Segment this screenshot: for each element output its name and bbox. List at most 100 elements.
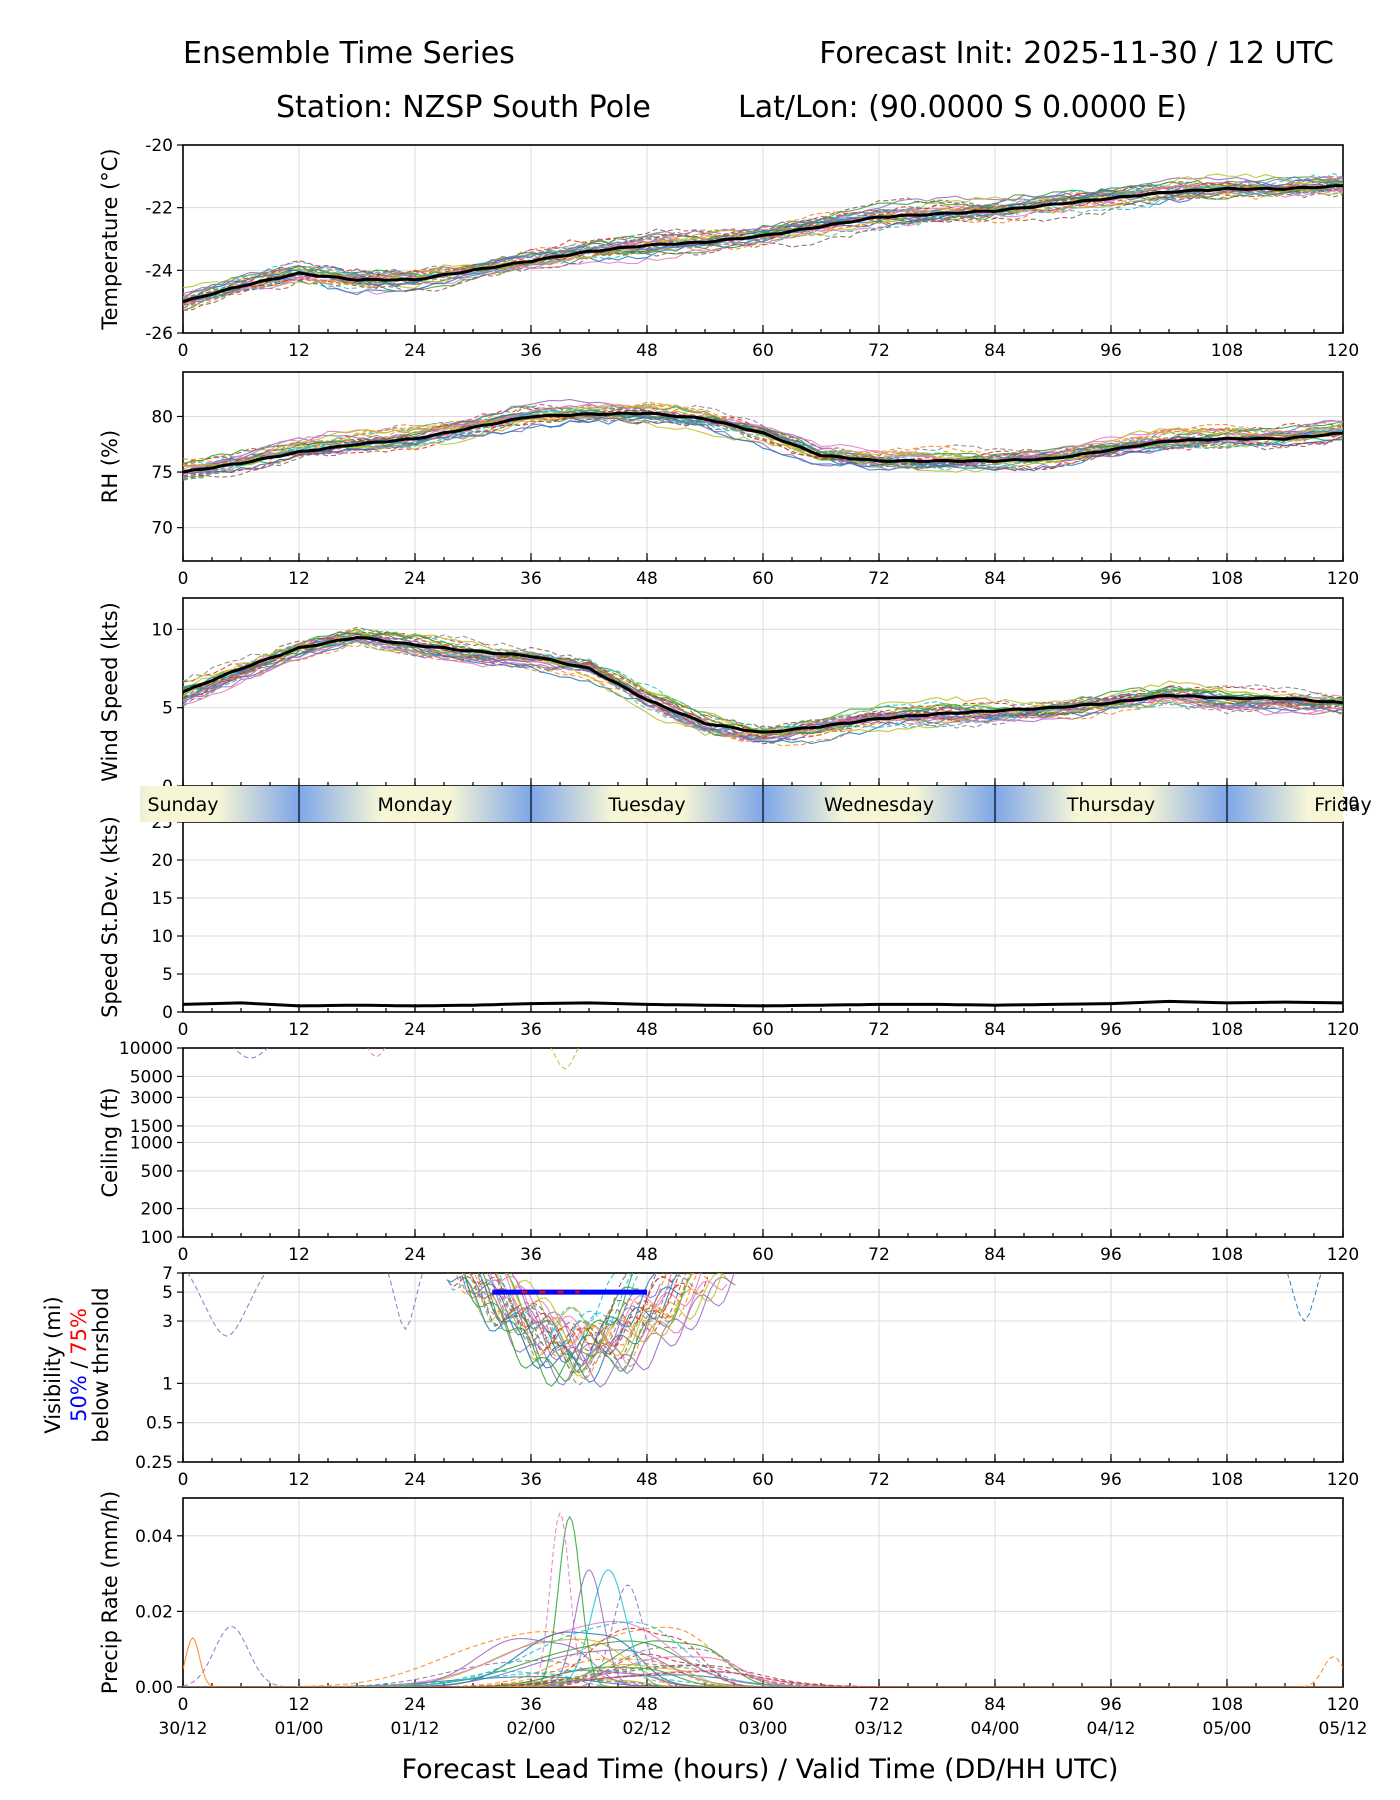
visibility-label-line2: 50% / 75%: [67, 1308, 91, 1422]
y-tick-label: 5: [162, 699, 173, 719]
day-label: Tuesday: [607, 794, 685, 816]
title-right: Forecast Init: 2025-11-30 / 12 UTC: [819, 36, 1334, 71]
y-axis-label: Precip Rate (mm/h): [98, 1491, 122, 1694]
x-axis-label: Forecast Lead Time (hours) / Valid Time …: [402, 1754, 1119, 1785]
panel-temperature: -20 -22 -24 -260 12 24 36 48 60 72 84 96 108 120 Tempe…: [98, 136, 1359, 361]
x-tick-label: 0: [178, 1020, 189, 1040]
x-tick-label: 72: [868, 1470, 890, 1490]
visibility-member-line: [456, 1273, 668, 1358]
x-tick-label: 48: [636, 1020, 658, 1040]
y-tick-label: 0.02: [135, 1602, 173, 1622]
x-tick-label: 48: [636, 1245, 658, 1265]
y-tick-label: 100: [141, 1228, 173, 1248]
valid-time-label: 03/00: [739, 1719, 788, 1739]
visibility-member-line: [187, 1273, 266, 1337]
ensemble-member-line: [183, 633, 1343, 731]
y-axis-label: RH (%): [98, 430, 122, 503]
precip-member-line: [183, 1659, 1343, 1687]
y-tick-label: 0.5: [146, 1414, 173, 1434]
precip-member-line: [183, 1670, 1343, 1687]
stdev-line: [183, 999, 1343, 1008]
y-tick-label: 7: [162, 1264, 173, 1284]
y-tick-label: 5000: [130, 1067, 173, 1087]
ensemble-member-line: [183, 184, 1343, 303]
valid-time-label: 01/00: [275, 1719, 324, 1739]
panel-data-layer: [183, 626, 1343, 747]
day-label: Friday: [1314, 794, 1372, 816]
y-tick-label: 10: [151, 620, 173, 640]
day-segment: [995, 786, 1227, 822]
x-tick-label: 48: [636, 1470, 658, 1490]
y-tick-label: 500: [141, 1162, 173, 1182]
x-tick-label: 120: [1327, 569, 1359, 589]
y-axis-label: Temperature (°C): [98, 148, 122, 330]
panel-data-layer: [232, 1048, 579, 1070]
visibility-member-line: [477, 1273, 691, 1386]
panel-frame: [182, 1272, 1344, 1463]
y-tick-label: -24: [145, 261, 173, 281]
panels-layer: -20-22-24-260 12 24 36 48 60 72 84 96 108 120Tempe…: [98, 136, 1368, 1739]
visibility-member-line: [486, 1273, 736, 1388]
ensemble-member-line: [183, 182, 1343, 312]
x-tick-label: 24: [404, 569, 426, 589]
precip-member-line: [183, 1640, 1343, 1687]
x-tick-label: 12: [288, 1020, 310, 1040]
x-tick-label: 96: [1100, 569, 1122, 589]
day-label: Wednesday: [824, 794, 934, 816]
ensemble-member-line: [183, 641, 1343, 738]
x-tick-label: 108: [1211, 1695, 1243, 1715]
ensemble-member-line: [183, 640, 1343, 733]
x-tick-label: 48: [636, 341, 658, 361]
panel-data-layer: [183, 1511, 1343, 1687]
x-tick-label: 12: [288, 341, 310, 361]
valid-time-label: 01/12: [391, 1719, 440, 1739]
x-tick-label: 0: [178, 569, 189, 589]
ensemble-member-line: [183, 408, 1343, 481]
ensemble-member-line: [183, 184, 1343, 304]
x-tick-label: 108: [1211, 1020, 1243, 1040]
latlon-label: Lat/Lon: (90.0000 S 0.0000 E): [738, 90, 1187, 125]
x-tick-label: 60: [752, 1695, 774, 1715]
ensemble-member-line: [183, 188, 1343, 304]
y-tick-label: -26: [145, 324, 173, 344]
x-tick-label: 72: [868, 1020, 890, 1040]
title-left: Ensemble Time Series: [183, 36, 515, 71]
panel-data-layer: [187, 1273, 1322, 1388]
x-tick-label: 36: [520, 1245, 542, 1265]
visibility-member-line: [498, 1273, 634, 1346]
ensemble-member-line: [183, 407, 1343, 479]
x-tick-label: 36: [520, 1695, 542, 1715]
x-tick-label: 12: [288, 1695, 310, 1715]
day-segment: [299, 786, 531, 822]
valid-time-label: 02/00: [507, 1719, 556, 1739]
ensemble-member-line: [183, 180, 1343, 301]
day-segment: [140, 786, 299, 822]
precip-member-line: [183, 1647, 1343, 1687]
y-tick-label: 0.00: [135, 1678, 173, 1698]
x-tick-label: 0: [178, 1245, 189, 1265]
ensemble-member-line: [183, 628, 1343, 733]
visibility-ylabel: Visibility (mi) 50% / 75% below thrshold: [41, 1287, 113, 1442]
y-tick-label: 10000: [119, 1039, 173, 1059]
x-tick-label: 24: [404, 1245, 426, 1265]
visibility-member-line: [471, 1273, 687, 1374]
x-tick-label: 72: [868, 1245, 890, 1265]
ensemble-member-line: [183, 403, 1343, 468]
x-tick-label: 12: [288, 569, 310, 589]
y-tick-label: 1500: [130, 1117, 173, 1137]
precip-member-line: [183, 1669, 1343, 1687]
panel-frame: [182, 1047, 1344, 1238]
x-tick-label: 60: [752, 569, 774, 589]
x-tick-label: 24: [404, 1695, 426, 1715]
ensemble-member-line: [183, 404, 1343, 465]
day-segment: [531, 786, 763, 822]
panel-precip_rate: 0.04 0.02 0.000 12 24 36 48 60 72 84 96 108 120 Preci…: [98, 1491, 1368, 1739]
y-tick-label: 1000: [130, 1134, 173, 1154]
x-tick-label: 0: [178, 1695, 189, 1715]
y-tick-label: 0.25: [135, 1453, 173, 1473]
ensemble-member-line: [183, 635, 1343, 740]
x-tick-label: 48: [636, 1695, 658, 1715]
ensemble-member-line: [183, 637, 1343, 742]
